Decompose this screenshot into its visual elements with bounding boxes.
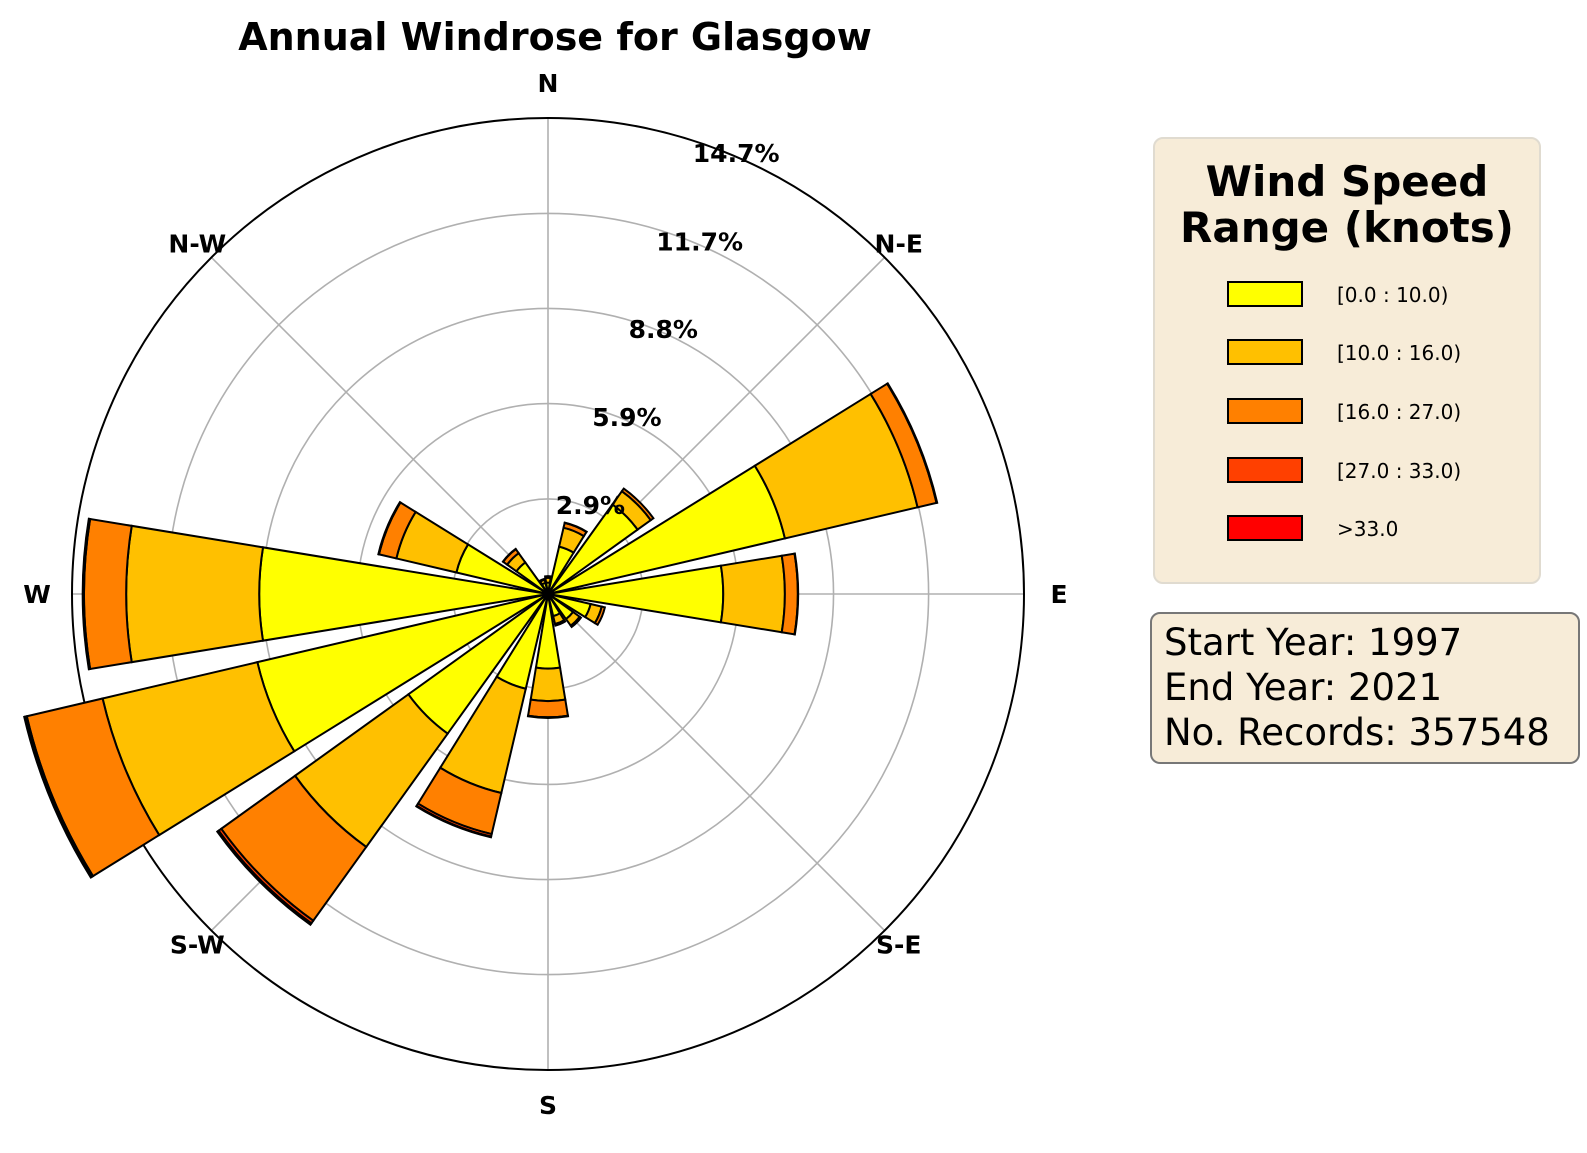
bar-SSE-band-2 — [553, 618, 567, 627]
direction-label-s: S — [539, 1091, 557, 1120]
direction-label-w: W — [23, 580, 51, 609]
chart-title: Annual Windrose for Glasgow — [238, 15, 872, 59]
bar-SW-band-4 — [215, 829, 313, 927]
legend-item-10-16: [10.0 : 16.0) — [1227, 339, 1527, 367]
outer-ring — [71, 117, 1025, 1071]
bar-E-band-3 — [793, 552, 800, 636]
bar-NE-band-2 — [620, 487, 655, 522]
direction-label-e: E — [1050, 580, 1067, 609]
legend-label: >33.0 — [1337, 517, 1399, 541]
legend-item-16-27: [16.0 : 27.0) — [1227, 398, 1527, 426]
bar-WSW-band-4 — [23, 715, 93, 879]
record-count: No. Records: 357548 — [1164, 711, 1550, 754]
end-year: End Year: 2021 — [1164, 666, 1443, 709]
bar-ESE-band-2 — [593, 605, 607, 627]
bar-W-band-1 — [125, 524, 265, 664]
radial-tick-label: 14.7% — [693, 139, 780, 168]
grid-spoke — [547, 593, 886, 932]
bar-NNW-band-2 — [538, 577, 546, 583]
legend-label: [0.0 : 10.0) — [1337, 283, 1449, 307]
legend-label: [10.0 : 16.0) — [1337, 341, 1462, 365]
legend-item-over-33: >33.0 — [1227, 515, 1527, 543]
bar-N-band-2 — [543, 575, 553, 580]
direction-label-s-w: S-W — [170, 931, 225, 960]
legend-swatch — [1227, 457, 1303, 483]
bar-S-band-2 — [526, 698, 570, 719]
radial-tick-label: 5.9% — [592, 403, 661, 432]
radial-tick-label: 8.8% — [629, 315, 698, 344]
legend-swatch — [1227, 515, 1303, 541]
legend-title-line1: Wind Speed — [1205, 157, 1489, 206]
legend-swatch — [1227, 339, 1303, 365]
bar-ENE-band-3 — [885, 381, 939, 505]
legend-label: [16.0 : 27.0) — [1337, 400, 1462, 424]
direction-label-n-w: N-W — [168, 229, 226, 258]
legend-title-line2: Range (knots) — [1180, 203, 1514, 252]
bar-WNW-band-3 — [377, 500, 402, 556]
direction-label-n-e: N-E — [875, 229, 923, 258]
start-year: Start Year: 1997 — [1164, 621, 1463, 664]
legend-item-27-33: [27.0 : 33.0) — [1227, 457, 1527, 485]
bar-SSW-band-4 — [414, 804, 493, 839]
legend-swatch — [1227, 398, 1303, 424]
bar-W-band-4 — [81, 517, 91, 671]
bar-NW-band-3 — [501, 547, 518, 564]
legend-swatch — [1227, 281, 1303, 307]
bar-S-band-1 — [529, 666, 567, 703]
bar-E-band-1 — [719, 554, 786, 634]
bar-W-band-2 — [83, 517, 133, 671]
bar-S-band-3 — [526, 714, 570, 719]
info-box: Start Year: 1997 End Year: 2021 No. Reco… — [1150, 612, 1580, 764]
radial-tick-label: 2.9% — [556, 491, 625, 520]
grid-spoke — [210, 256, 549, 595]
direction-labels: N N-E E S-E S S-W W N-W — [23, 69, 1067, 1120]
windrose-chart: Annual Windrose for Glasgow N N-E E S-E S S-W… — [23, 15, 1068, 1120]
legend-label: [27.0 : 33.0) — [1337, 459, 1462, 483]
legend: Wind Speed Range (knots) [0.0 : 10.0) [1… — [1153, 137, 1541, 584]
bar-SE-band-2 — [569, 615, 583, 629]
direction-label-n: N — [538, 69, 559, 98]
legend-title: Wind Speed Range (knots) — [1155, 159, 1539, 251]
direction-label-s-e: S-E — [876, 931, 921, 960]
radial-tick-label: 11.7% — [656, 227, 743, 256]
radial-tick-labels: 2.9% 5.9% 8.8% 11.7% 14.7% — [556, 139, 780, 520]
windrose-bars — [23, 381, 939, 927]
legend-item-0-10: [0.0 : 10.0) — [1227, 281, 1527, 309]
bar-NNE-band-3 — [563, 521, 589, 534]
